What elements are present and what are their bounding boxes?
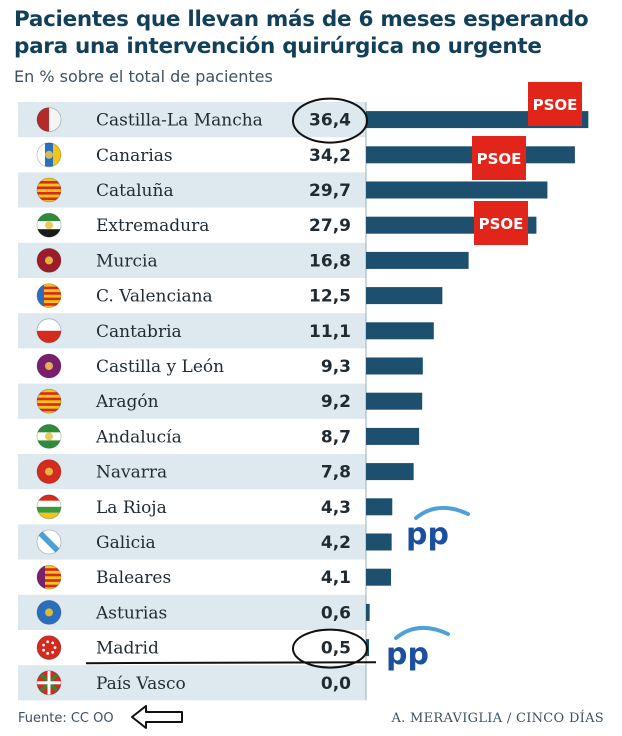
- bar: [366, 463, 414, 481]
- category-label: Asturias: [95, 603, 167, 623]
- category-label: La Rioja: [96, 498, 167, 518]
- value-label: 11,1: [309, 322, 351, 342]
- value-label: 7,8: [321, 463, 351, 483]
- madrid-flag-icon: [36, 635, 62, 660]
- category-label: Murcia: [96, 251, 158, 271]
- psoe-badge: PSOE: [472, 136, 526, 180]
- value-label: 12,5: [309, 287, 351, 307]
- value-label: 16,8: [309, 251, 351, 271]
- category-label: Andalucía: [95, 427, 182, 447]
- bar: [366, 322, 434, 340]
- psoe-badge-text: PSOE: [533, 96, 578, 114]
- canarias-flag-icon: [36, 142, 62, 168]
- pp-logo: pp: [386, 626, 450, 672]
- row-stripe: [18, 665, 366, 701]
- c-valenciana-flag-icon: [36, 283, 62, 309]
- bar: [366, 427, 420, 445]
- credit-note: A. MERAVIGLIA / CINCO DÍAS: [391, 711, 604, 726]
- value-label: 36,4: [309, 111, 351, 131]
- pais-vasco-flag-icon: [36, 670, 62, 696]
- value-label: 8,7: [321, 427, 351, 447]
- bar: [366, 251, 469, 269]
- row-stripe: [18, 172, 366, 208]
- bar: [366, 603, 370, 621]
- source-note: Fuente: CC OO: [18, 711, 114, 726]
- value-label: 27,9: [309, 216, 351, 236]
- value-label: 4,2: [321, 533, 351, 553]
- category-label: Canarias: [96, 146, 173, 166]
- galicia-flag-icon: [36, 529, 62, 555]
- category-label: C. Valenciana: [96, 287, 213, 307]
- row-stripe: [18, 313, 366, 349]
- psoe-badge-text: PSOE: [479, 215, 524, 233]
- bar: [366, 568, 392, 586]
- extremadura-flag-icon: [36, 212, 62, 238]
- category-label: Castilla y León: [96, 357, 224, 377]
- value-label: 34,2: [309, 146, 351, 166]
- value-label: 4,1: [321, 568, 351, 588]
- bar: [366, 498, 393, 516]
- chart-subtitle: En % sobre el total de pacientes: [14, 67, 273, 86]
- psoe-badge: PSOE: [528, 82, 582, 126]
- category-label: Castilla-La Mancha: [96, 111, 263, 131]
- category-label: Cantabria: [96, 322, 182, 342]
- source-text: Fuente: CC OO: [18, 711, 114, 726]
- bar: [366, 533, 392, 551]
- value-label: 9,2: [321, 392, 351, 412]
- asturias-flag-icon: [36, 600, 62, 625]
- row-stripe: [18, 524, 366, 560]
- category-label: Extremadura: [96, 216, 209, 236]
- row-stripe: [18, 242, 366, 278]
- aragon-flag-icon: [36, 388, 62, 414]
- murcia-flag-icon: [36, 247, 62, 273]
- category-label: Baleares: [96, 568, 171, 588]
- category-label: Navarra: [96, 463, 167, 483]
- value-label: 9,3: [321, 357, 351, 377]
- category-label: País Vasco: [96, 674, 186, 694]
- category-label: Madrid: [96, 639, 159, 659]
- value-highlight-circle: [292, 628, 368, 669]
- bar: [366, 146, 575, 164]
- psoe-badge: PSOE: [474, 201, 528, 245]
- bar: [366, 287, 443, 305]
- navarra-flag-icon: [36, 459, 62, 485]
- cataluna-flag-icon: [36, 177, 62, 203]
- baleares-flag-icon: [36, 564, 62, 590]
- category-label: Galicia: [96, 533, 156, 553]
- value-label: 4,3: [321, 498, 351, 518]
- bar: [366, 392, 423, 410]
- row-stripe: [18, 454, 366, 490]
- chart-title: Pacientes que llevan más de 6 meses espe…: [14, 7, 589, 59]
- cantabria-flag-icon: [36, 318, 62, 344]
- value-label: 0,5: [321, 639, 351, 659]
- la-rioja-flag-icon: [36, 494, 62, 520]
- row-stripe: [18, 102, 366, 138]
- bar: [366, 181, 548, 199]
- row-stripe: [18, 594, 366, 630]
- pp-logo-text: pp: [386, 637, 429, 672]
- psoe-badge-text: PSOE: [477, 150, 522, 168]
- source-arrow-icon: [131, 705, 183, 729]
- castilla-y-leon-flag-icon: [36, 353, 62, 379]
- category-label: Cataluña: [96, 181, 174, 201]
- value-label: 0,0: [321, 674, 351, 694]
- category-label: Aragón: [95, 392, 159, 412]
- madrid-underline: [85, 661, 377, 665]
- pp-logo: pp: [406, 506, 470, 552]
- bar: [366, 357, 423, 375]
- pp-logo-text: pp: [406, 517, 449, 552]
- row-stripe: [18, 383, 366, 419]
- value-highlight-circle: [292, 97, 368, 144]
- value-label: 29,7: [309, 181, 351, 201]
- castilla-la-mancha-flag-icon: [36, 107, 62, 132]
- value-label: 0,6: [321, 603, 351, 623]
- andalucia-flag-icon: [36, 423, 62, 449]
